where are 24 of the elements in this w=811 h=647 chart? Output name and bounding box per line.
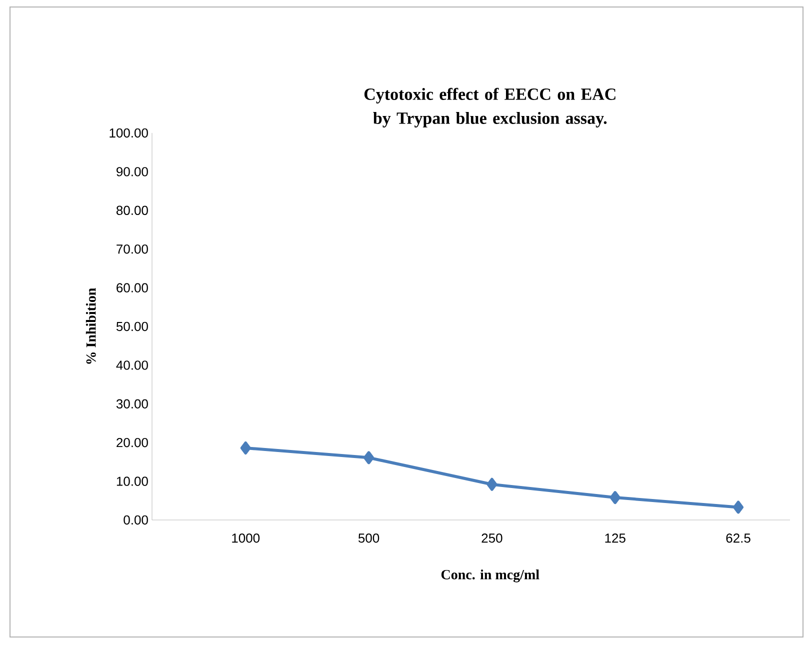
x-tick-label: 125 <box>605 534 626 543</box>
y-tick-label: 50.00 <box>116 322 148 332</box>
y-tick-label: 20.00 <box>116 438 148 448</box>
y-tick-label: 40.00 <box>116 360 148 370</box>
x-tick-label: 250 <box>482 534 502 543</box>
y-tick-label: 0.00 <box>124 515 148 525</box>
x-tick-label: 500 <box>358 534 380 543</box>
y-tick-label: 30.00 <box>116 399 148 408</box>
x-tick-label: 1000 <box>232 534 260 543</box>
y-tick-label: 60.00 <box>116 283 148 292</box>
y-tick-label: 80.00 <box>116 206 148 215</box>
y-tick-label: 70.00 <box>116 244 148 254</box>
y-axis-title: % Inhibition <box>86 288 96 364</box>
point <box>733 500 744 514</box>
point <box>364 451 374 464</box>
point <box>486 478 498 491</box>
y-tick-label: 10.00 <box>116 476 148 486</box>
x-tick-label: 62.5 <box>726 534 750 543</box>
point <box>240 442 251 455</box>
x-axis-title: Conc. in mcg/ml <box>441 570 540 582</box>
y-tick-label: 90.00 <box>116 167 148 176</box>
y-tick-label: 100.00 <box>110 128 148 138</box>
point <box>610 491 620 504</box>
chart-title: Cytotoxic effect of EECC on EAC by Trypan blue exclusion assay. <box>364 88 616 128</box>
